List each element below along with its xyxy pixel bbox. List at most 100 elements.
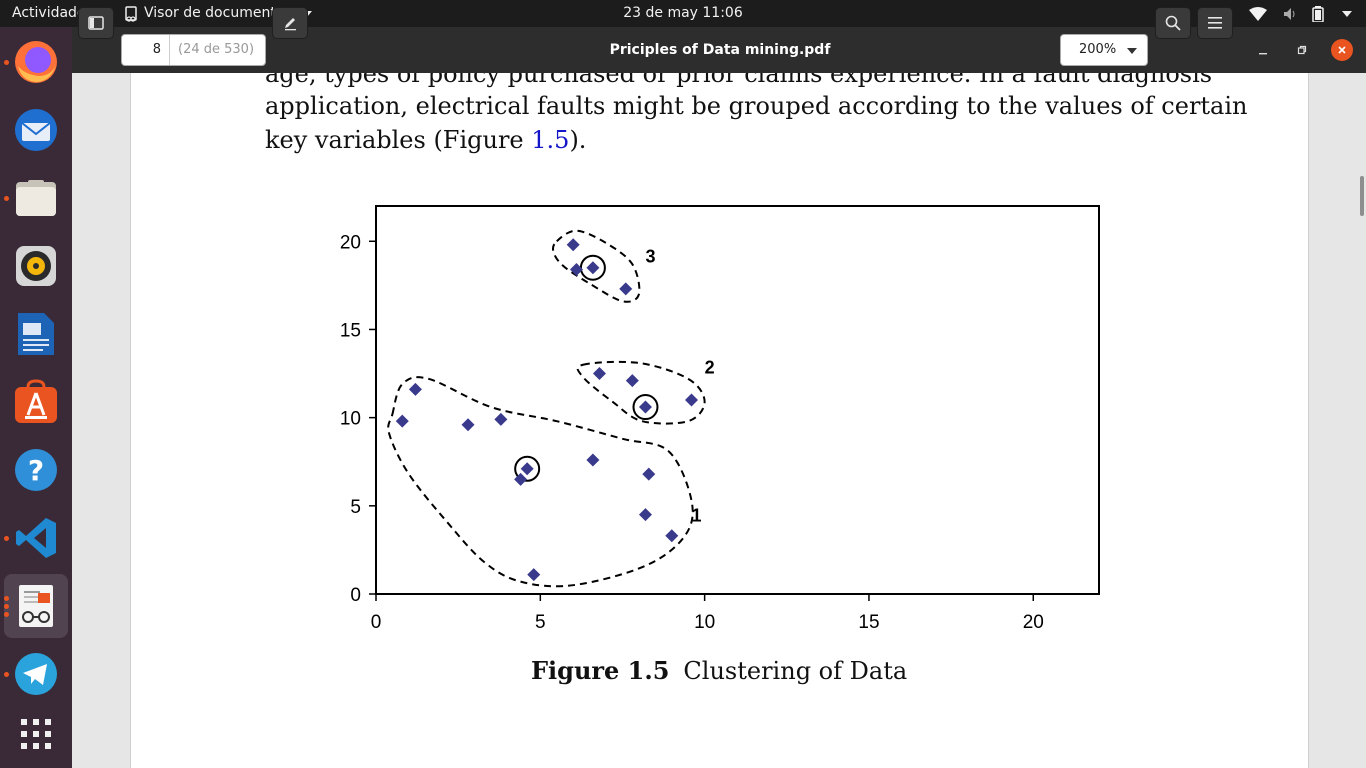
search-icon bbox=[1165, 15, 1181, 31]
dock-item-help[interactable]: ? bbox=[0, 438, 72, 502]
menu-button[interactable] bbox=[1197, 7, 1233, 39]
x-tick-label: 5 bbox=[535, 612, 546, 633]
maximize-button[interactable] bbox=[1290, 38, 1314, 62]
plot-frame bbox=[375, 205, 1100, 595]
minimize-button[interactable] bbox=[1251, 38, 1275, 62]
text-run: ). bbox=[569, 126, 587, 154]
files-icon bbox=[16, 180, 56, 216]
y-tick-label: 20 bbox=[340, 232, 361, 253]
y-tick-label: 10 bbox=[340, 409, 361, 430]
zoom-selector[interactable]: 200% bbox=[1060, 34, 1148, 66]
dock-item-vscode[interactable] bbox=[0, 506, 72, 570]
page-count-label: (24 de 530) bbox=[178, 42, 255, 57]
running-indicator bbox=[4, 672, 9, 677]
software-store-icon bbox=[15, 379, 57, 423]
text-line: key variables (Figure 1.5). bbox=[265, 126, 586, 154]
svg-text:?: ? bbox=[28, 454, 44, 487]
dock-item-ubuntu-software[interactable] bbox=[0, 370, 72, 434]
data-point bbox=[642, 467, 656, 481]
x-tick-label: 10 bbox=[694, 612, 715, 633]
cluster-outline bbox=[576, 360, 706, 425]
cluster-outline bbox=[551, 229, 641, 303]
cluster-label: 1 bbox=[691, 506, 701, 526]
x-tick-label: 15 bbox=[858, 612, 879, 633]
x-tick-label: 0 bbox=[371, 612, 382, 633]
cluster-scatter-chart: 0 5 10 15 20 0 5 10 15 20 1 2 3 bbox=[340, 205, 1100, 633]
cluster-label: 2 bbox=[705, 358, 715, 378]
figure-label: Figure 1.5 bbox=[531, 656, 670, 685]
wifi-icon[interactable] bbox=[1248, 6, 1268, 22]
y-tick-label: 15 bbox=[340, 320, 361, 341]
dock-item-document-viewer[interactable] bbox=[0, 574, 72, 638]
dock-item-libreoffice-writer[interactable] bbox=[0, 302, 72, 366]
minimize-icon bbox=[1259, 53, 1267, 55]
y-tick-label: 0 bbox=[350, 585, 361, 606]
text-run: key variables (Figure bbox=[265, 126, 532, 154]
close-icon bbox=[1338, 46, 1346, 54]
chevron-down-icon bbox=[1127, 48, 1137, 54]
sidebar-toggle-button[interactable] bbox=[78, 7, 114, 39]
data-point bbox=[665, 529, 679, 543]
data-point bbox=[461, 418, 475, 432]
running-indicator bbox=[4, 60, 9, 65]
data-point bbox=[408, 382, 422, 396]
sidebar-icon bbox=[88, 16, 104, 30]
dock-item-telegram[interactable] bbox=[0, 642, 72, 706]
dock-item-rhythmbox[interactable] bbox=[0, 234, 72, 298]
cluster-label: 3 bbox=[645, 246, 655, 266]
data-point bbox=[566, 238, 580, 252]
running-indicator bbox=[4, 196, 9, 201]
figure-caption: Figure 1.5 Clustering of Data bbox=[531, 656, 907, 685]
figure-link[interactable]: 1.5 bbox=[531, 126, 570, 154]
data-point bbox=[586, 261, 600, 275]
data-point bbox=[586, 453, 600, 467]
dock-item-thunderbird[interactable] bbox=[0, 98, 72, 162]
close-button[interactable] bbox=[1331, 39, 1353, 61]
activities-button[interactable]: Actividades bbox=[12, 5, 93, 21]
pencil-icon bbox=[285, 18, 296, 31]
pdf-page: age, types of policy purchased or prior … bbox=[130, 73, 1309, 768]
cluster-outline bbox=[387, 376, 694, 588]
document-viewport[interactable]: age, types of policy purchased or prior … bbox=[72, 73, 1366, 768]
help-icon: ? bbox=[15, 449, 57, 491]
data-point bbox=[684, 393, 698, 407]
text-line: age, types of policy purchased or prior … bbox=[265, 73, 1213, 88]
search-button[interactable] bbox=[1155, 7, 1191, 39]
rhythmbox-icon bbox=[16, 246, 56, 286]
zoom-value: 200% bbox=[1079, 42, 1117, 57]
data-point bbox=[395, 414, 409, 428]
app-menu-label: Visor de documentos bbox=[144, 5, 292, 21]
x-tick-label: 20 bbox=[1023, 612, 1044, 633]
system-tray[interactable] bbox=[1218, 0, 1352, 27]
dock-item-files[interactable] bbox=[0, 166, 72, 230]
data-point bbox=[638, 508, 652, 522]
page-number-input[interactable]: 8 bbox=[122, 35, 170, 65]
annotate-button[interactable] bbox=[272, 7, 308, 39]
vertical-scrollbar[interactable] bbox=[1360, 176, 1364, 216]
telegram-icon bbox=[15, 653, 57, 695]
volume-icon[interactable] bbox=[1282, 6, 1298, 22]
page-selector[interactable]: 8 (24 de 530) bbox=[121, 34, 266, 66]
data-point bbox=[638, 400, 652, 414]
vscode-icon bbox=[16, 518, 56, 558]
firefox-icon bbox=[15, 41, 57, 83]
battery-icon[interactable] bbox=[1312, 5, 1324, 22]
document-viewer-icon bbox=[19, 585, 53, 627]
data-point bbox=[569, 262, 583, 276]
centroid-circle bbox=[514, 455, 541, 482]
running-indicator bbox=[4, 604, 9, 609]
system-menu-caret[interactable] bbox=[1342, 10, 1352, 17]
writer-icon bbox=[18, 313, 54, 355]
data-point bbox=[592, 367, 606, 381]
data-point bbox=[514, 472, 528, 486]
dock: ? bbox=[0, 27, 72, 768]
document-title: Priciples of Data mining.pdf bbox=[609, 42, 831, 58]
thunderbird-icon bbox=[15, 109, 57, 151]
dock-item-firefox[interactable] bbox=[0, 30, 72, 94]
running-indicator bbox=[4, 536, 9, 541]
figure-title: Clustering of Data bbox=[683, 657, 908, 685]
running-indicator bbox=[4, 596, 9, 601]
dock-item-show-applications[interactable] bbox=[0, 702, 72, 766]
data-point bbox=[619, 282, 633, 296]
centroid-circle bbox=[632, 394, 659, 421]
